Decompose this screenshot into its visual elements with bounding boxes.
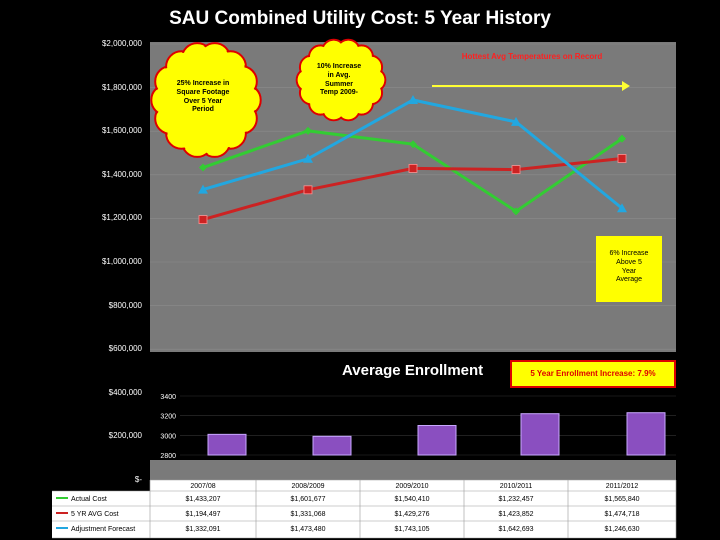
annotation-line: in Avg. (327, 71, 351, 79)
y-tick-label: $1,000,000 (101, 257, 142, 266)
data-point (511, 165, 521, 175)
inset-y-tick: 2800 (160, 453, 176, 460)
annotation-line: Average (616, 276, 642, 284)
hot-temps-annotation: Hottest Avg Temperatures on Record (461, 52, 603, 61)
enrollment-bar (207, 433, 247, 456)
inset-y-tick: 3400 (160, 394, 176, 401)
data-point (512, 207, 520, 216)
table-legend-bg (52, 491, 150, 538)
data-label: $1,474,718 (604, 511, 639, 518)
data-point (617, 154, 627, 163)
annotation-line: Temp 2009- (320, 89, 358, 97)
data-label: $1,540,410 (394, 496, 429, 503)
annotation-line: 10% Increase (316, 63, 362, 70)
annotation-line: Year (621, 267, 637, 275)
y-tick-label: $800,000 (108, 300, 142, 310)
legend-label: 5 YR AVG Cost (71, 511, 119, 518)
data-point (511, 116, 521, 126)
y-tick-label: $200,000 (108, 431, 142, 441)
data-point (408, 164, 418, 173)
inset-title: Average Enrollment (342, 362, 484, 379)
y-tick-label: $1,400,000 (101, 169, 142, 179)
y-tick-label: $1,200,000 (101, 213, 142, 223)
x-tick-label: 2011/2012 (606, 483, 639, 490)
annotation-line: Over 5 Year (183, 97, 223, 105)
bubble-summer-temp: 10% Increase in Avg. Summer Temp 2009- (304, 63, 374, 98)
data-point (303, 153, 313, 163)
bubble-core (307, 49, 375, 111)
y-tick-label: $400,000 (108, 387, 142, 397)
data-label: $1,194,497 (185, 511, 220, 518)
enrollment-bar (312, 435, 352, 456)
data-point (617, 203, 627, 213)
inset-y-tick: 3200 (160, 414, 176, 421)
annotation-line: 6% Increase (609, 250, 649, 257)
x-tick-label: 2009/2010 (395, 483, 428, 490)
data-label: $1,473,480 (290, 526, 325, 533)
annotation-line: 25% Increase in (176, 80, 230, 87)
x-tick-label: 2010/2011 (500, 483, 533, 490)
data-label: $1,743,105 (394, 526, 429, 533)
annotation-line: Above 5 (616, 258, 642, 266)
y-tick-label: $600,000 (108, 344, 142, 354)
data-label: $1,246,630 (604, 526, 639, 533)
enrollment-note: 5 Year Enrollment Increase: 7.9% (510, 360, 676, 388)
y-tick-label: $- (134, 475, 142, 484)
enrollment-bar (417, 425, 457, 456)
data-point (198, 184, 208, 194)
data-label: $1,331,068 (290, 511, 325, 518)
data-label: $1,332,091 (185, 526, 220, 533)
data-point (199, 163, 207, 172)
data-label: $1,232,457 (498, 496, 533, 503)
bubble-square-footage: 25% Increase in Square Footage Over 5 Year… (168, 80, 238, 115)
table-bg (150, 480, 676, 538)
bubble-core (165, 55, 247, 145)
six-percent-note: 6% Increase Above 5 Year Average (596, 236, 662, 302)
legend-label: Adjustment Forecast (71, 526, 135, 533)
y-tick-label: $1,800,000 (101, 82, 142, 92)
data-point (304, 126, 312, 135)
annotation-line: Period (192, 106, 214, 114)
data-label: $1,423,852 (498, 511, 533, 518)
hot-temps-arrowhead (622, 81, 630, 91)
data-point (618, 134, 626, 143)
data-point (409, 140, 417, 149)
data-label: $1,601,677 (290, 496, 325, 503)
inset-y-tick: 3000 (160, 433, 176, 440)
data-point (198, 215, 208, 224)
annotation-line: Summer (324, 80, 353, 88)
legend-label: Actual Cost (71, 496, 107, 503)
chart-title: SAU Combined Utility Cost: 5 Year Histor… (169, 8, 551, 29)
y-tick-label: $2,000,000 (101, 39, 142, 48)
data-label: $1,642,693 (498, 526, 533, 533)
x-tick-label: 2007/08 (190, 483, 215, 490)
data-label: $1,433,207 (185, 496, 220, 503)
enrollment-bar (520, 413, 560, 456)
data-point (303, 185, 313, 195)
data-point (408, 95, 418, 105)
y-tick-label: $1,600,000 (101, 126, 142, 136)
enrollment-bar (626, 412, 666, 456)
data-label: $1,565,840 (604, 496, 639, 503)
bubble-square-footage-shape (150, 42, 262, 158)
annotation-line: Square Footage (176, 88, 230, 96)
x-tick-label: 2008/2009 (291, 483, 324, 490)
bubble-summer-temp-shape (295, 38, 387, 122)
data-label: $1,429,276 (394, 511, 429, 518)
